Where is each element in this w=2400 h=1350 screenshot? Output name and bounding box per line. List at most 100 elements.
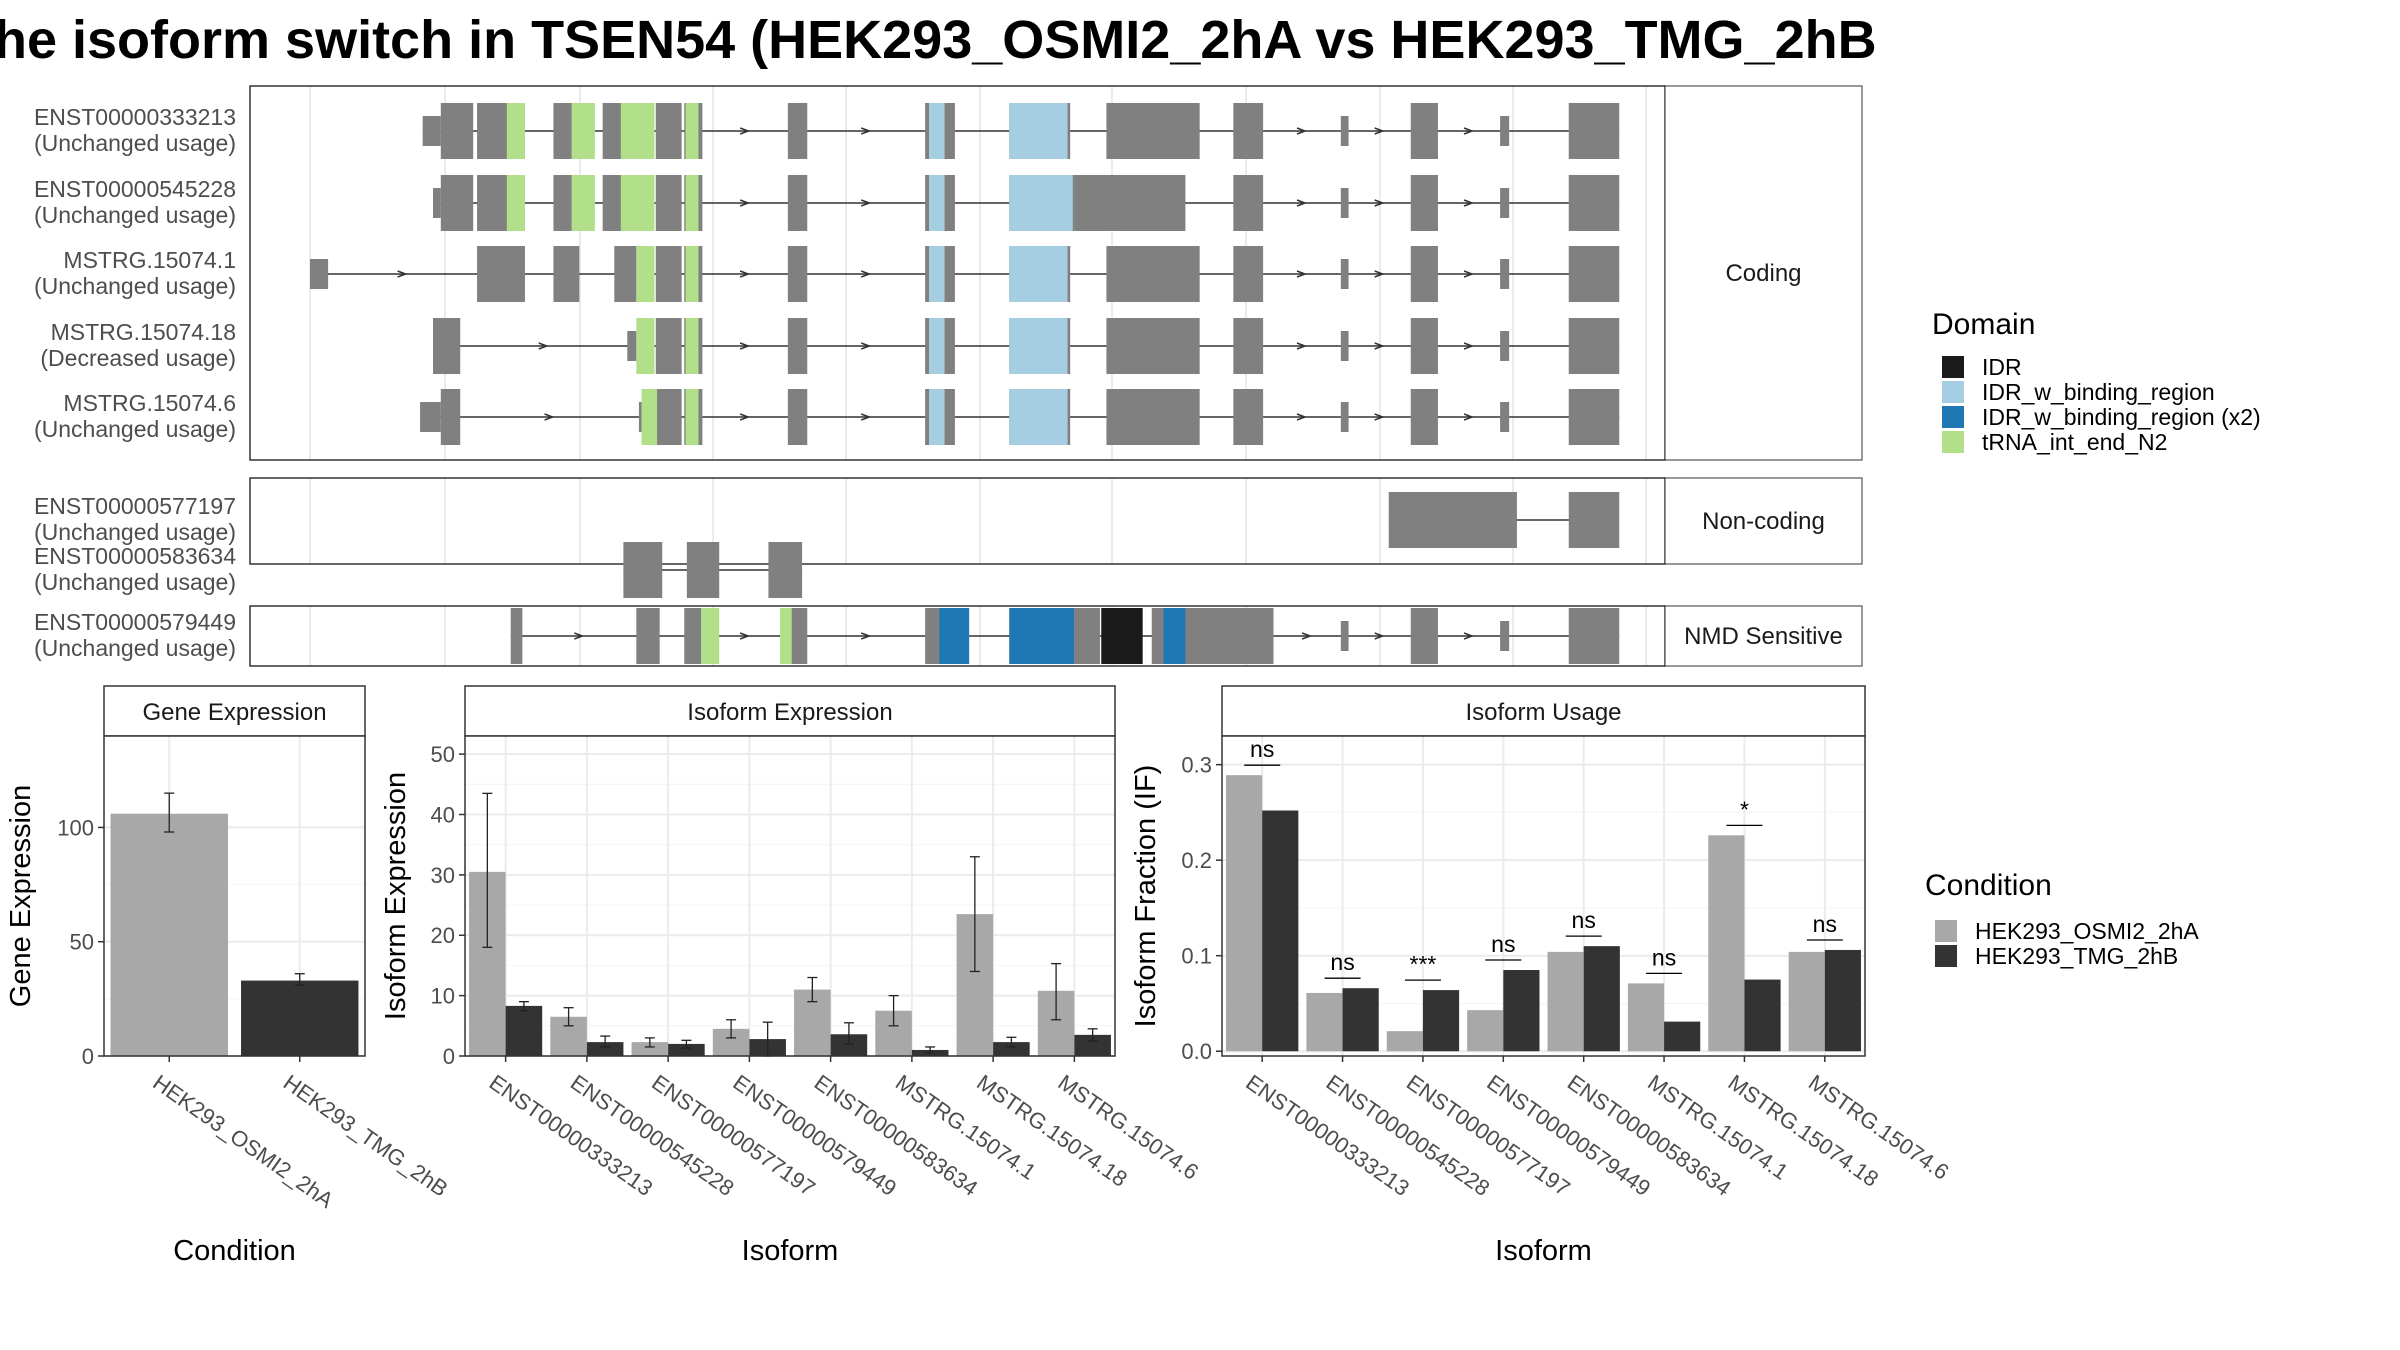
legend-swatch: [1935, 945, 1957, 967]
exon: [553, 246, 580, 302]
exon: [787, 608, 808, 664]
domain-block: [929, 318, 945, 374]
strand-arrow: [1374, 127, 1385, 135]
legend-swatch: [1942, 431, 1964, 453]
exon: [1410, 246, 1438, 302]
domain-block: [571, 103, 595, 159]
exon: [1340, 402, 1349, 432]
bar: [1226, 775, 1263, 1052]
domain-block: [1009, 318, 1068, 374]
exon: [1340, 331, 1349, 361]
strand-arrow: [1463, 632, 1475, 640]
strand-arrow: [1301, 632, 1313, 640]
isoform-usage-label: (Unchanged usage): [34, 569, 236, 595]
strand-arrow: [860, 413, 872, 421]
isoform-expression-panel: Isoform Expression01020304050ENST0000033…: [380, 685, 1204, 1267]
domain-block: [1009, 175, 1073, 231]
x-axis-title: Condition: [173, 1235, 296, 1267]
bar: [1342, 988, 1379, 1052]
exon: [1568, 318, 1620, 374]
y-tick-label: 0: [82, 1044, 94, 1069]
exon: [1106, 246, 1200, 302]
condition-legend-title: Condition: [1925, 869, 2052, 902]
isoform-id-label: MSTRG.15074.6: [63, 390, 236, 416]
y-tick-label: 20: [431, 923, 455, 948]
panel-title: Gene Expression: [142, 699, 326, 726]
significance-label: ns: [1330, 949, 1354, 975]
exon: [1410, 318, 1438, 374]
y-axis-title: Gene Expression: [5, 785, 37, 1007]
legend-swatch: [1942, 406, 1964, 428]
strand-arrow: [739, 342, 751, 350]
exon: [1340, 259, 1349, 289]
exon: [1568, 389, 1620, 445]
bar: [1583, 946, 1620, 1052]
strand-arrow: [1463, 342, 1475, 350]
bar: [668, 1043, 705, 1056]
exon: [1106, 103, 1200, 159]
strand-arrow: [739, 632, 751, 640]
exon: [787, 318, 808, 374]
y-tick-label: 50: [70, 930, 94, 955]
exon: [433, 318, 461, 374]
group-label-1: Non-coding: [1702, 508, 1825, 535]
domain-block: [939, 608, 970, 664]
legend-swatch: [1935, 920, 1957, 942]
significance-label: ns: [1491, 931, 1515, 957]
panel-strip: [103, 685, 366, 737]
strand-arrow: [1374, 413, 1385, 421]
bar: [1306, 992, 1343, 1052]
exon: [787, 103, 808, 159]
isoform-usage-label: (Decreased usage): [40, 345, 236, 371]
exon: [655, 103, 682, 159]
x-tick-label: MSTRG.15074.1: [891, 1070, 1041, 1185]
exon: [440, 175, 474, 231]
exon: [655, 318, 682, 374]
domain-legend-item: IDR_w_binding_region (x2): [1982, 404, 2261, 430]
bar: [993, 1042, 1030, 1056]
domain-block: [620, 103, 655, 159]
bar: [1744, 979, 1781, 1052]
exon: [614, 246, 637, 302]
exon: [1340, 188, 1349, 218]
exon: [1340, 116, 1349, 146]
strand-arrow: [1374, 632, 1385, 640]
significance-label: *: [1740, 796, 1749, 822]
strand-arrow: [544, 413, 555, 421]
plot-border: [1221, 735, 1866, 1057]
domain-block: [1163, 608, 1186, 664]
significance-label: ns: [1250, 736, 1274, 762]
bar: [1824, 949, 1861, 1052]
exon: [422, 116, 441, 146]
domain-block: [929, 389, 945, 445]
significance-label: ns: [1572, 907, 1596, 933]
isoform-id-label: MSTRG.15074.18: [51, 319, 236, 345]
exon: [768, 542, 803, 598]
strand-arrow: [1463, 413, 1475, 421]
bar: [1467, 1010, 1504, 1052]
exon: [1233, 175, 1264, 231]
y-tick-label: 40: [431, 802, 455, 827]
strand-arrow: [1463, 199, 1475, 207]
x-tick-label: MSTRG.15074.6: [1054, 1070, 1204, 1185]
exon: [1340, 621, 1349, 651]
bar: [1627, 983, 1665, 1052]
y-tick-label: 0.2: [1181, 848, 1212, 873]
isoform-id-label: ENST00000577197: [34, 493, 236, 519]
domain-block: [1101, 608, 1143, 664]
isoform-id-label: ENST00000579449: [34, 609, 236, 635]
strand-arrow: [1296, 342, 1308, 350]
bar: [830, 1034, 868, 1056]
domain-legend-item: IDR_w_binding_region: [1982, 379, 2215, 405]
bar: [110, 813, 228, 1056]
exon: [686, 542, 720, 598]
strand-arrow: [1374, 270, 1385, 278]
plot-bg: [465, 736, 1115, 1056]
significance-label: ns: [1652, 944, 1676, 970]
strand-arrow: [574, 632, 585, 640]
y-axis-title: Isoform Fraction (IF): [1130, 765, 1162, 1028]
x-tick-label: MSTRG.15074.18: [1724, 1070, 1884, 1192]
exon: [433, 188, 441, 218]
isoform-id-label: ENST00000333213: [34, 104, 236, 130]
